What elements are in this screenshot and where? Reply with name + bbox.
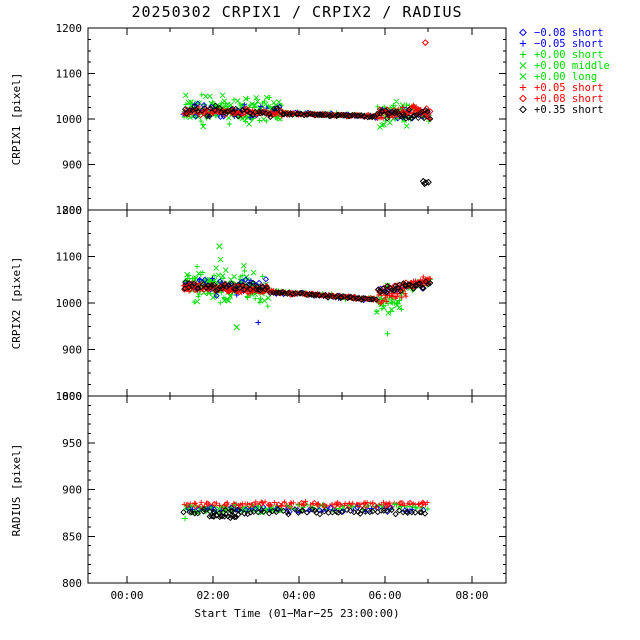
x-tick-label: 06:00	[368, 589, 401, 602]
y-tick-label: 800	[62, 390, 82, 403]
outlier-point	[421, 39, 429, 47]
outlier-point	[421, 180, 429, 188]
series-points	[184, 499, 427, 510]
y-tick-label: 1100	[56, 251, 83, 264]
y-axis-label: CRPIX2 [pixel]	[10, 257, 23, 350]
panel-frame	[87, 209, 507, 397]
legend-diamond-icon	[519, 94, 527, 103]
y-axis-label: RADIUS [pixel]	[10, 444, 23, 537]
legend-label: −0.08 short	[534, 27, 604, 39]
outlier-point	[384, 330, 391, 337]
legend-diamond-icon	[519, 28, 527, 37]
panel-radius: 800 850 900 950 1000 00:00 02:00 04:00 06:00 08:0…	[10, 390, 507, 602]
plot-panels: 800 900 1000 1100 1200 CRPIX1 [pixel] 800 900 10…	[10, 22, 507, 602]
y-tick-label: 800	[62, 577, 82, 590]
legend-cross-icon	[519, 72, 527, 81]
y-tick-label: 1200	[56, 22, 83, 35]
panel-crpix1: 800 900 1000 1100 1200 CRPIX1 [pixel]	[10, 22, 507, 217]
legend-label: +0.05 short	[534, 82, 604, 94]
legend-diamond-icon	[519, 105, 527, 114]
y-tick-label: 900	[62, 159, 82, 172]
legend-cross-icon	[519, 61, 527, 70]
x-axis-label: Start Time (01−Mar−25 23:00:00)	[194, 607, 399, 620]
y-tick-label: 1000	[56, 390, 83, 403]
legend-label: +0.00 long	[534, 71, 597, 83]
y-tick-label: 950	[62, 437, 82, 450]
legend-plus-icon	[519, 40, 527, 47]
legend-label: +0.35 short	[534, 104, 604, 116]
series-points	[181, 102, 434, 122]
legend-label: −0.05 short	[534, 38, 604, 50]
x-tick-label: 08:00	[455, 589, 488, 602]
y-tick-label: 850	[62, 530, 82, 543]
legend-plus-icon	[519, 51, 527, 58]
legend-label: +0.00 short	[534, 49, 604, 61]
plot-legend: −0.08 short−0.05 short+0.00 short+0.00 m…	[519, 27, 610, 116]
legend-plus-icon	[519, 84, 527, 91]
outlier-point	[216, 243, 223, 250]
y-tick-label: 1100	[56, 68, 83, 81]
x-tick-label: 00:00	[110, 589, 143, 602]
x-tick-label: 02:00	[196, 589, 229, 602]
outlier-point	[182, 515, 188, 522]
x-tick-label: 04:00	[282, 589, 315, 602]
y-tick-label: 1000	[56, 297, 83, 310]
outlier-point	[424, 178, 432, 186]
series-points	[180, 506, 429, 522]
y-tick-label: 900	[62, 484, 82, 497]
outlier-point	[233, 324, 240, 331]
legend-label: +0.00 middle	[534, 60, 610, 72]
panel-crpix2: 800 900 1000 1100 1200 CRPIX2 [pixel]	[10, 204, 507, 403]
series-points	[181, 278, 434, 303]
legend-label: +0.08 short	[534, 93, 604, 105]
y-tick-label: 800	[62, 204, 82, 217]
panel-frame	[87, 395, 507, 584]
y-tick-label: 1200	[56, 204, 83, 217]
y-tick-label: 900	[62, 344, 82, 357]
panel-frame	[87, 27, 507, 211]
outlier-point	[255, 319, 261, 326]
y-axis-label: CRPIX1 [pixel]	[10, 73, 23, 166]
y-tick-label: 1000	[56, 113, 83, 126]
plot-title: 20250302 CRPIX1 / CRPIX2 / RADIUS	[131, 3, 462, 21]
